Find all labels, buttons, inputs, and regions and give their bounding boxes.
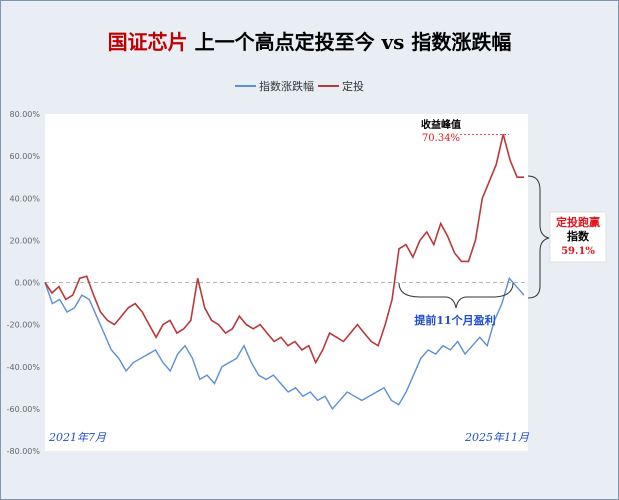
legend: 指数涨跌幅 定投 (235, 79, 364, 93)
chart-title: 国证芯片 上一个高点定投至今 vs 指数涨跌幅 (0, 26, 619, 55)
peak-annotation: 收益峰值 70.34% (421, 118, 509, 144)
title-index-name: 国证芯片 (107, 30, 188, 54)
y-tick-label: -80.00% (7, 447, 41, 456)
peak-label: 收益峰值 (421, 118, 461, 131)
lead-brace (398, 282, 514, 309)
y-tick-label: 60.00% (9, 152, 40, 161)
legend-label-index: 指数涨跌幅 (259, 79, 314, 93)
legend-label-dca: 定投 (342, 79, 364, 93)
y-tick-label: -40.00% (7, 363, 41, 372)
lead-label: 提前11个月盈利 (414, 313, 495, 327)
outperform-brace (527, 175, 550, 299)
y-tick-label: 20.00% (9, 236, 40, 245)
y-tick-label: 0.00% (15, 279, 41, 288)
outperform-annotation: 定投跑赢 指数 59.1% (527, 175, 607, 299)
y-tick-label: 40.00% (9, 194, 40, 203)
x-start-label: 2021年7月 (48, 431, 107, 444)
series-line-index (44, 276, 525, 411)
series-line-dca (44, 134, 524, 365)
outperform-value: 59.1% (561, 246, 595, 257)
y-tick-label: -60.00% (7, 405, 41, 414)
outperform-label-line1: 定投跑赢 (556, 215, 600, 229)
y-tick-label: -20.00% (7, 321, 41, 330)
title-rest: 上一个高点定投至今 vs 指数涨跌幅 (187, 30, 512, 54)
outperform-box (549, 211, 607, 263)
peak-value: 70.34% (422, 133, 460, 144)
outperform-label-line2: 指数 (567, 229, 590, 243)
x-end-label: 2025年11月 (464, 431, 530, 444)
y-axis-ticks: 80.00% 60.00% 40.00% 20.00% 0.00% -20.00% -40.… (7, 110, 41, 456)
lead-annotation: 提前11个月盈利 (398, 282, 514, 327)
y-tick-label: 80.00% (9, 110, 40, 119)
